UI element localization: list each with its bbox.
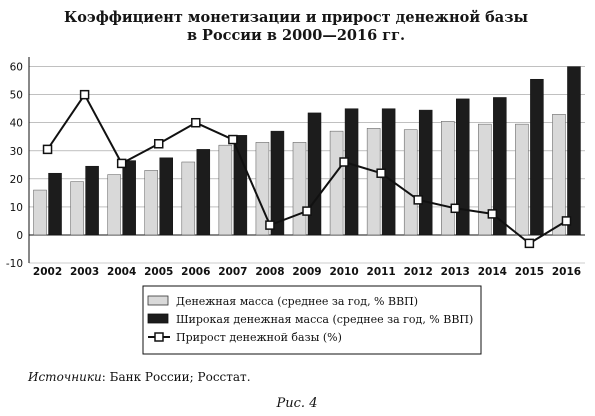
source-note-text: : Банк России; Росстат. (102, 370, 251, 384)
marker-base-growth (450, 203, 461, 214)
legend-marker-base-growth (154, 332, 164, 342)
figure-caption: Рис. 4 (276, 396, 318, 411)
bar-money-supply (292, 142, 307, 236)
x-tick-label: 2007 (218, 266, 247, 278)
y-tick-label: 20 (10, 174, 23, 186)
y-tick-label: 30 (10, 146, 23, 158)
x-tick-label: 2015 (515, 266, 544, 278)
bar-broad-money (530, 78, 544, 236)
x-tick-label: 2008 (255, 266, 284, 278)
bar-broad-money (418, 109, 433, 236)
y-tick-label: 60 (10, 62, 23, 74)
bar-money-supply (552, 114, 566, 236)
bar-broad-money (233, 135, 248, 236)
bar-broad-money (196, 149, 211, 236)
x-tick-label: 2011 (367, 266, 396, 278)
legend: Денежная масса (среднее за год, % ВВП) Ш… (142, 285, 482, 355)
legend-swatch-broad-money (147, 313, 169, 324)
source-note-label: Источники (27, 370, 102, 384)
bar-broad-money (85, 165, 99, 236)
chart-title-line-2: в России в 2000—2016 гг. (187, 27, 405, 44)
bar-money-supply (366, 128, 381, 236)
legend-frame (142, 285, 482, 355)
x-tick-label: 2004 (107, 266, 136, 278)
marker-base-growth (265, 220, 275, 230)
legend-swatch-money-supply (147, 295, 169, 306)
bar-broad-money (567, 66, 581, 236)
bar-broad-money (344, 108, 359, 236)
y-tick-label: 40 (10, 118, 23, 130)
bar-broad-money (270, 130, 285, 236)
bar-broad-money (493, 97, 507, 236)
marker-base-growth (561, 216, 572, 226)
y-tick-label: -10 (6, 258, 23, 270)
x-tick-label: 2009 (292, 266, 321, 278)
marker-base-growth (376, 168, 386, 178)
bar-broad-money (48, 172, 62, 236)
bar-money-supply (70, 181, 84, 236)
marker-base-growth (524, 238, 535, 249)
bar-money-supply (107, 174, 121, 236)
marker-base-growth (79, 89, 90, 100)
marker-base-growth (413, 195, 423, 205)
bar-money-supply (181, 161, 196, 236)
marker-base-growth (153, 139, 164, 149)
bar-money-supply (403, 129, 418, 236)
bar-money-supply (255, 142, 270, 236)
x-tick-label: 2016 (552, 266, 581, 278)
bar-broad-money (122, 160, 136, 236)
x-tick-label: 2014 (478, 266, 507, 278)
bar-broad-money (159, 157, 173, 236)
marker-base-growth (302, 206, 312, 216)
marker-base-growth (42, 144, 53, 155)
bar-money-supply (33, 189, 47, 236)
chart-title-line-1: Коэффициент монетизации и прирост денежн… (64, 9, 528, 26)
bar-money-supply (329, 130, 344, 236)
bar-broad-money (456, 98, 470, 236)
legend-label-broad-money: Широкая денежная масса (среднее за год, … (176, 313, 473, 326)
x-tick-label: 2012 (404, 266, 433, 278)
y-tick-label: 10 (10, 202, 23, 214)
x-tick-label: 2013 (441, 266, 470, 278)
bar-money-supply (218, 144, 233, 236)
x-tick-label: 2002 (33, 266, 62, 278)
bar-money-supply (478, 123, 492, 236)
bar-money-supply (441, 121, 455, 236)
y-tick-label: 50 (10, 90, 23, 102)
x-tick-label: 2006 (181, 266, 210, 278)
bar-broad-money (307, 112, 322, 236)
marker-base-growth (191, 117, 201, 128)
legend-label-money-supply: Денежная масса (среднее за год, % ВВП) (176, 295, 418, 308)
marker-base-growth (339, 157, 349, 167)
x-tick-label: 2003 (70, 266, 99, 278)
bar-money-supply (515, 123, 529, 236)
x-tick-label: 2005 (144, 266, 173, 278)
y-tick-label: 0 (16, 230, 23, 242)
marker-base-growth (228, 134, 238, 145)
source-note: Источники: Банк России; Росстат. (27, 370, 251, 384)
x-tick-label: 2010 (329, 266, 358, 278)
marker-base-growth (116, 158, 127, 169)
marker-base-growth (487, 209, 498, 219)
bar-money-supply (144, 170, 158, 236)
legend-label-base-growth: Прирост денежной базы (%) (176, 331, 342, 344)
